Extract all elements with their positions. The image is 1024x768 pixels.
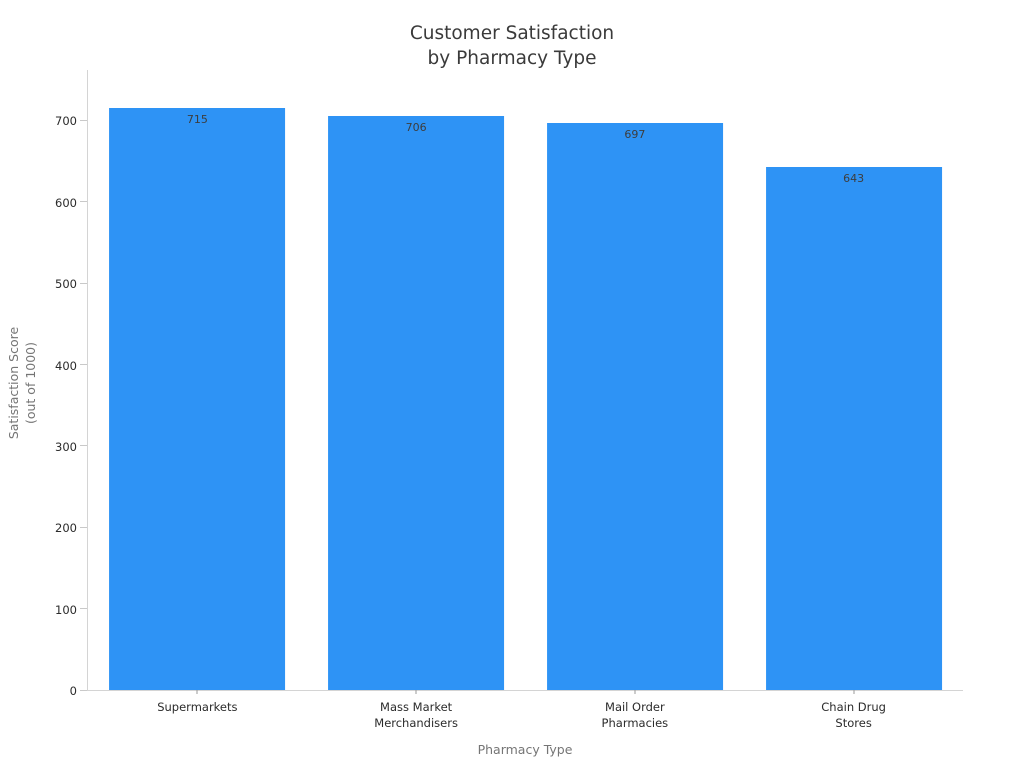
x-tick-mark <box>196 690 198 694</box>
y-axis-label-line-2: (out of 1000) <box>23 341 38 425</box>
plot-area: 0 100 200 300 400 500 600 700 715 Supermarkets 706… <box>55 70 963 730</box>
bar-supermarkets: 715 <box>109 108 286 690</box>
x-tick-label-line: Merchandisers <box>374 716 458 730</box>
bar-value-label: 706 <box>405 120 427 134</box>
y-tick-label: 700 <box>55 114 77 129</box>
y-tick-mark <box>80 608 87 610</box>
y-tick-label: 600 <box>55 195 77 210</box>
bar-mass-market-merchandisers: 706 <box>328 115 505 690</box>
x-tick-label-line: Pharmacies <box>601 716 669 730</box>
y-tick-label: 100 <box>55 602 77 617</box>
x-tick-label-line: Stores <box>835 716 872 730</box>
bar-value-label: 697 <box>624 127 646 141</box>
x-tick-mark <box>853 690 855 694</box>
x-tick-label-line: Mass Market <box>380 700 453 714</box>
x-axis-label: Pharmacy Type <box>477 742 573 757</box>
x-tick-label-line: Supermarkets <box>157 700 238 714</box>
y-tick-label: 500 <box>55 277 77 292</box>
y-tick-label: 300 <box>55 439 77 454</box>
x-tick-label: Mail Order Pharmacies <box>525 699 745 731</box>
x-tick-mark <box>415 690 417 694</box>
bar-value-label: 643 <box>843 171 865 185</box>
x-tick-label: Supermarkets <box>87 699 307 715</box>
y-tick-mark <box>80 526 87 528</box>
y-tick-label: 0 <box>69 684 77 698</box>
y-tick-mark <box>80 119 87 121</box>
chart-title: Customer Satisfaction by Pharmacy Type <box>0 21 1024 71</box>
x-tick-label-line: Chain Drug <box>821 700 886 714</box>
y-tick-mark <box>80 282 87 284</box>
y-tick-mark <box>80 201 87 203</box>
chart-title-line-1: Customer Satisfaction <box>409 23 615 44</box>
y-tick-label: 200 <box>55 521 77 536</box>
bar-mail-order-pharmacies: 697 <box>546 122 723 690</box>
x-tick-label-line: Mail Order <box>605 700 665 714</box>
y-tick-label: 400 <box>55 358 77 373</box>
y-tick-mark <box>80 445 87 447</box>
y-axis-label-line-1: Satisfaction Score <box>6 326 21 440</box>
x-tick-mark <box>634 690 636 694</box>
y-axis-label: Satisfaction Score (out of 1000) <box>5 327 39 439</box>
bar-value-label: 715 <box>186 113 208 127</box>
chart-title-line-2: by Pharmacy Type <box>427 48 597 69</box>
x-tick-label: Mass Market Merchandisers <box>306 699 526 731</box>
y-tick-mark <box>80 689 87 691</box>
y-tick-mark <box>80 364 87 366</box>
bar-chain-drug-stores: 643 <box>765 166 942 690</box>
x-tick-label: Chain Drug Stores <box>744 699 964 731</box>
